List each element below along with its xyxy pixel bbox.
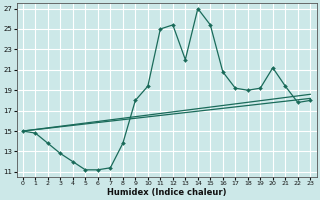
- X-axis label: Humidex (Indice chaleur): Humidex (Indice chaleur): [107, 188, 226, 197]
